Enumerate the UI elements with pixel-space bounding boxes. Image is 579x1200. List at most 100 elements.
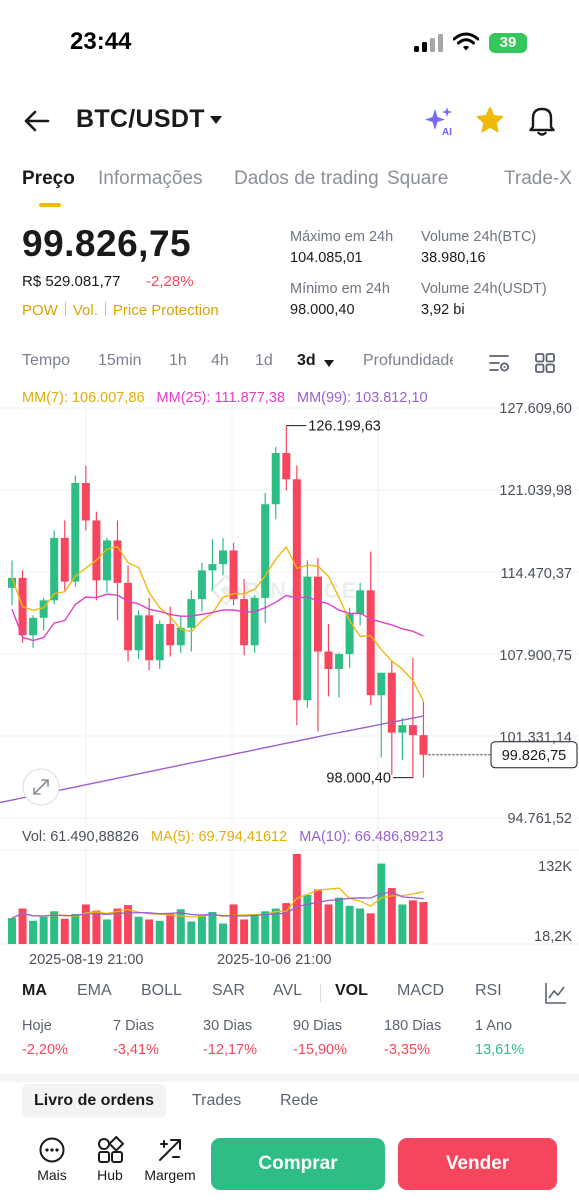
more-label: Mais xyxy=(37,1167,67,1183)
status-bar: 23:44 39 xyxy=(0,0,579,88)
volume-bar xyxy=(134,916,143,944)
volume-bar xyxy=(271,908,280,944)
indicator-divider xyxy=(320,984,321,1002)
tab-price[interactable]: Preço xyxy=(22,168,75,189)
indicator-sar[interactable]: SAR xyxy=(212,982,245,999)
volume-bar xyxy=(18,908,27,944)
stat-volume-usdt: Volume 24h(USDT) 3,92 bi xyxy=(421,281,547,318)
margin-icon xyxy=(159,1139,181,1161)
stat-label: Máximo em 24h xyxy=(290,229,394,245)
volume-bar xyxy=(356,908,365,944)
margin-label: Margem xyxy=(144,1167,196,1183)
favorite-star-icon[interactable] xyxy=(475,105,505,135)
candle-body xyxy=(113,540,122,583)
bottom-action-bar: Mais Hub Margem Comprar Vender xyxy=(0,1136,579,1200)
tab-network[interactable]: Rede xyxy=(280,1092,319,1109)
candle-body xyxy=(39,600,48,618)
candle-body xyxy=(419,735,428,755)
tab-info[interactable]: Informações xyxy=(98,168,203,189)
chevron-down-icon[interactable] xyxy=(208,114,224,126)
margin-button[interactable]: Margem xyxy=(143,1136,197,1183)
indicator-boll[interactable]: BOLL xyxy=(141,982,182,999)
interval-3d[interactable]: 3d xyxy=(297,352,316,369)
buy-button[interactable]: Comprar xyxy=(211,1138,385,1190)
grid-layout-icon[interactable] xyxy=(533,351,557,375)
performance-item: 7 Dias -3,41% xyxy=(113,1018,159,1058)
hub-label: Hub xyxy=(97,1167,123,1183)
indicator-rsi[interactable]: RSI xyxy=(475,982,502,999)
volume-bar xyxy=(155,920,164,944)
indicator-ema[interactable]: EMA xyxy=(77,982,112,999)
candle-body xyxy=(229,550,238,600)
volume-axis: 132K 18,2K xyxy=(534,859,572,945)
candle-body xyxy=(292,479,301,701)
volume-bars xyxy=(8,854,428,944)
candle-body xyxy=(145,615,154,661)
volume-bar xyxy=(313,889,322,944)
performance-item: 30 Dias -12,17% xyxy=(203,1018,257,1058)
notification-bell-icon[interactable] xyxy=(527,103,557,137)
last-price: 99.826,75 xyxy=(22,223,192,264)
tab-trade-x[interactable]: Trade-X xyxy=(504,168,572,189)
pair-header: BTC/USDT AI xyxy=(0,98,579,144)
ma7-value: MM(7): 106.007,86 xyxy=(22,390,145,406)
more-button[interactable]: Mais xyxy=(27,1136,77,1183)
candle-body xyxy=(60,537,69,582)
orderbook-tabs: Livro de ordens Trades Rede xyxy=(0,1084,579,1120)
indicator-ma[interactable]: MA xyxy=(22,982,47,999)
candle-body xyxy=(50,537,59,601)
indicator-avl[interactable]: AVL xyxy=(273,982,303,999)
chart-settings-icon[interactable] xyxy=(487,351,511,375)
tab-trading-data[interactable]: Dados de trading xyxy=(234,168,379,189)
volume-bar xyxy=(250,914,259,944)
interval-1d[interactable]: 1d xyxy=(255,352,273,369)
interval-time[interactable]: Tempo xyxy=(22,352,71,369)
candle-body xyxy=(8,577,16,588)
candle-body xyxy=(398,725,407,733)
volume-bar xyxy=(166,914,175,944)
candle-body xyxy=(187,599,196,628)
interval-15min[interactable]: 15min xyxy=(98,352,142,369)
high-price-label: 126.199,63 xyxy=(308,419,381,435)
ai-sparkle-icon[interactable]: AI xyxy=(423,104,457,138)
back-arrow-icon[interactable] xyxy=(22,106,52,136)
tab-order-book[interactable]: Livro de ordens xyxy=(22,1084,167,1118)
volume-bar xyxy=(282,903,291,944)
indicator-chart-icon[interactable] xyxy=(543,980,569,1006)
tag-pow[interactable]: POW xyxy=(22,302,58,319)
volume-bar xyxy=(102,919,111,944)
indicator-macd[interactable]: MACD xyxy=(397,982,445,999)
candle-body xyxy=(387,672,396,733)
pair-title[interactable]: BTC/USDT xyxy=(76,105,205,133)
chevron-down-icon[interactable] xyxy=(323,359,335,368)
volume-bar xyxy=(261,911,270,944)
tab-square[interactable]: Square xyxy=(387,168,449,189)
candle-body xyxy=(155,624,164,661)
interval-4h[interactable]: 4h xyxy=(211,352,229,369)
stat-label: Volume 24h(USDT) xyxy=(421,281,547,297)
volume-ma-lines xyxy=(11,887,424,919)
interval-1h[interactable]: 1h xyxy=(169,352,187,369)
sell-button[interactable]: Vender xyxy=(398,1138,557,1190)
tag-vol[interactable]: Vol. xyxy=(72,302,98,319)
performance-value: -2,20% xyxy=(22,1042,68,1058)
candle-body xyxy=(345,614,354,655)
moving-average-lines xyxy=(0,545,425,804)
candles xyxy=(8,425,428,778)
volume-bar xyxy=(39,916,48,944)
cellular-signal-icon xyxy=(414,34,444,52)
candle-body xyxy=(282,453,291,480)
tag-price-protection[interactable]: Price Protection xyxy=(112,302,219,319)
hub-button[interactable]: Hub xyxy=(85,1136,135,1183)
stat-label: Mínimo em 24h xyxy=(290,281,390,297)
interval-depth[interactable]: Profundidade xyxy=(363,352,453,369)
stat-low-24h: Mínimo em 24h 98.000,40 xyxy=(290,281,390,318)
volume-ma10-value: MA(10): 66.486,89213 xyxy=(299,829,444,845)
tag-list: POW Vol. Price Protection xyxy=(22,302,219,319)
expand-icon[interactable] xyxy=(22,768,60,806)
volume-ma5-value: MA(5): 69.794,41612 xyxy=(150,829,288,845)
indicator-vol[interactable]: VOL xyxy=(335,982,368,999)
volume-bar xyxy=(335,897,344,944)
tab-trades[interactable]: Trades xyxy=(192,1092,242,1109)
